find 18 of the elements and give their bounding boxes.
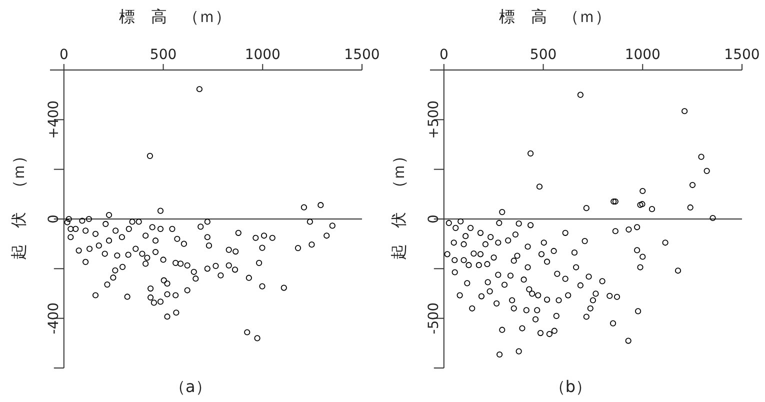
y-axis-title: 起 伏 （ｍ） bbox=[388, 148, 408, 260]
text: （a） bbox=[169, 377, 212, 396]
x-axis-title: 標 高 （ｍ） bbox=[498, 7, 611, 26]
x-tick-label: 500 bbox=[530, 47, 557, 63]
x-tick-label: 1000 bbox=[624, 47, 660, 63]
y-tick-label: 0 bbox=[426, 214, 442, 224]
y-tick-label: 0 bbox=[46, 214, 62, 224]
y-tick-label: +500 bbox=[426, 100, 442, 139]
x-tick-label: 1500 bbox=[724, 47, 760, 63]
y-tick-label: -500 bbox=[426, 302, 442, 334]
x-tick-label: 1000 bbox=[244, 47, 280, 63]
y-axis-title: 起 伏 （ｍ） bbox=[8, 148, 28, 260]
x-axis-title: 標 高 （ｍ） bbox=[118, 7, 231, 26]
x-tick-label: 1500 bbox=[344, 47, 380, 63]
y-tick-label: -400 bbox=[46, 302, 62, 334]
text: （b） bbox=[549, 377, 592, 396]
y-tick-label: +400 bbox=[46, 100, 62, 139]
x-tick-label: 500 bbox=[150, 47, 177, 63]
